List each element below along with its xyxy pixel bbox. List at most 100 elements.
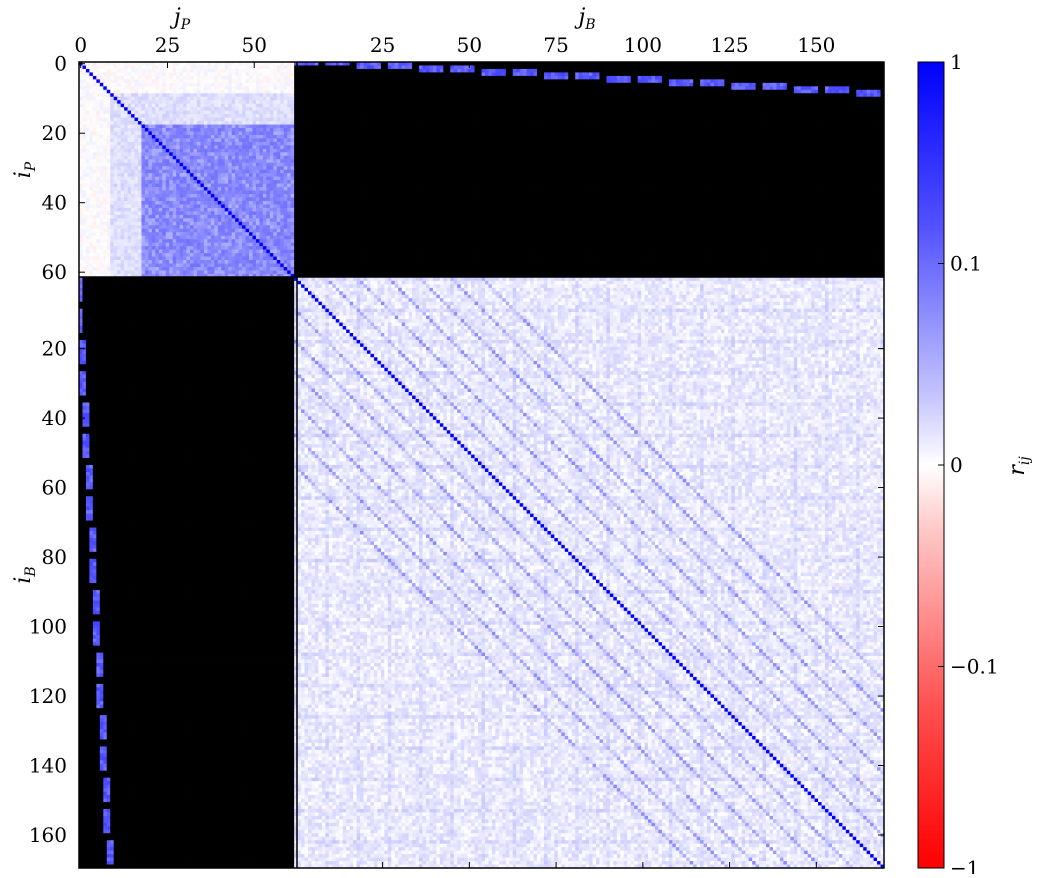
- heatmap-cell: [859, 124, 864, 129]
- heatmap-cell: [870, 89, 874, 94]
- heatmap-cell: [401, 107, 406, 112]
- heatmap-cell: [467, 82, 472, 87]
- heatmap-cell: [474, 121, 479, 125]
- heatmap-cell: [849, 110, 854, 115]
- heatmap-cell: [238, 82, 243, 87]
- heatmap-cell: [700, 131, 704, 136]
- heatmap-cell: [432, 86, 437, 91]
- heatmap-cell: [252, 124, 257, 129]
- heatmap-cell: [453, 79, 458, 84]
- heatmap-cell: [641, 79, 645, 84]
- heatmap-cell: [249, 131, 253, 136]
- heatmap-cell: [727, 72, 732, 77]
- heatmap-cell: [561, 68, 566, 73]
- heatmap-cell: [464, 131, 469, 136]
- heatmap-cell: [99, 134, 104, 139]
- heatmap-cell: [849, 65, 854, 70]
- heatmap-cell: [842, 100, 847, 105]
- heatmap-cell: [696, 131, 701, 136]
- heatmap-cell: [190, 86, 194, 91]
- heatmap-cell: [144, 62, 149, 66]
- heatmap-cell: [498, 114, 503, 118]
- heatmap-cell: [238, 89, 243, 94]
- heatmap-cell: [231, 82, 236, 87]
- heatmap-cell: [849, 121, 854, 125]
- heatmap-cell: [162, 82, 167, 87]
- heatmap-cell: [387, 124, 392, 129]
- heatmap-cell: [249, 110, 253, 115]
- heatmap-cell: [113, 114, 118, 118]
- heatmap-cell: [793, 62, 798, 66]
- heatmap-cell: [478, 121, 482, 125]
- heatmap-cell: [498, 68, 503, 73]
- heatmap-cell: [124, 79, 128, 84]
- heatmap-cell: [568, 110, 573, 115]
- heatmap-cell: [380, 93, 385, 98]
- heatmap-cell: [467, 79, 472, 84]
- heatmap-cell: [346, 89, 351, 94]
- heatmap-cell: [193, 75, 198, 80]
- heatmap-cell: [550, 72, 555, 77]
- heatmap-cell: [464, 65, 469, 70]
- heatmap-cell: [200, 107, 205, 112]
- heatmap-cell: [693, 114, 698, 118]
- heatmap-cell: [221, 114, 226, 118]
- heatmap-cell: [793, 121, 798, 125]
- heatmap-cell: [99, 68, 104, 73]
- heatmap-cell: [696, 100, 701, 105]
- heatmap-cell: [443, 100, 448, 105]
- heatmap-cell: [828, 68, 833, 73]
- heatmap-cell: [519, 75, 524, 80]
- heatmap-cell: [96, 117, 101, 122]
- heatmap-cell: [700, 100, 704, 105]
- heatmap-cell: [620, 89, 625, 94]
- heatmap-cell: [825, 103, 829, 108]
- heatmap-cell: [759, 107, 763, 112]
- heatmap-cell: [613, 62, 618, 66]
- heatmap-cell: [259, 68, 264, 73]
- heatmap-cell: [589, 100, 593, 105]
- heatmap-cell: [179, 93, 184, 98]
- heatmap-cell: [99, 96, 104, 101]
- heatmap-cell: [308, 75, 312, 80]
- heatmap-cell: [488, 72, 493, 77]
- heatmap-cell: [818, 72, 822, 77]
- heatmap-cell: [623, 100, 628, 105]
- heatmap-cell: [262, 79, 267, 84]
- heatmap-cell: [738, 86, 743, 91]
- heatmap-cell: [346, 114, 351, 118]
- heatmap-cell: [644, 72, 649, 77]
- heatmap-cell: [436, 72, 441, 77]
- heatmap-cell: [380, 68, 385, 73]
- heatmap-cell: [394, 110, 399, 115]
- heatmap-cell: [391, 131, 396, 136]
- heatmap-cell: [183, 114, 187, 118]
- heatmap-cell: [92, 89, 97, 94]
- heatmap-cell: [214, 65, 219, 70]
- heatmap-cell: [349, 79, 354, 84]
- heatmap-cell: [696, 82, 701, 87]
- heatmap-cell: [772, 100, 777, 105]
- heatmap-cell: [141, 68, 146, 73]
- heatmap-cell: [623, 103, 628, 108]
- heatmap-cell: [502, 75, 507, 80]
- heatmap-cell: [790, 121, 795, 125]
- heatmap-cell: [856, 100, 861, 105]
- heatmap-cell: [176, 117, 181, 122]
- heatmap-cell: [637, 96, 642, 101]
- heatmap-cell: [415, 103, 420, 108]
- heatmap-cell: [335, 110, 340, 115]
- heatmap-cell: [210, 124, 215, 129]
- heatmap-cell: [481, 79, 486, 84]
- heatmap-cell: [842, 68, 847, 73]
- heatmap-cell: [602, 128, 607, 132]
- heatmap-cell: [825, 68, 829, 73]
- heatmap-cell: [842, 93, 847, 98]
- heatmap-cell: [228, 110, 233, 115]
- heatmap-cell: [113, 131, 118, 136]
- heatmap-cell: [297, 79, 302, 84]
- heatmap-cell: [741, 65, 746, 70]
- heatmap-cell: [384, 121, 389, 125]
- heatmap-cell: [741, 79, 746, 84]
- heatmap-cell: [436, 65, 441, 70]
